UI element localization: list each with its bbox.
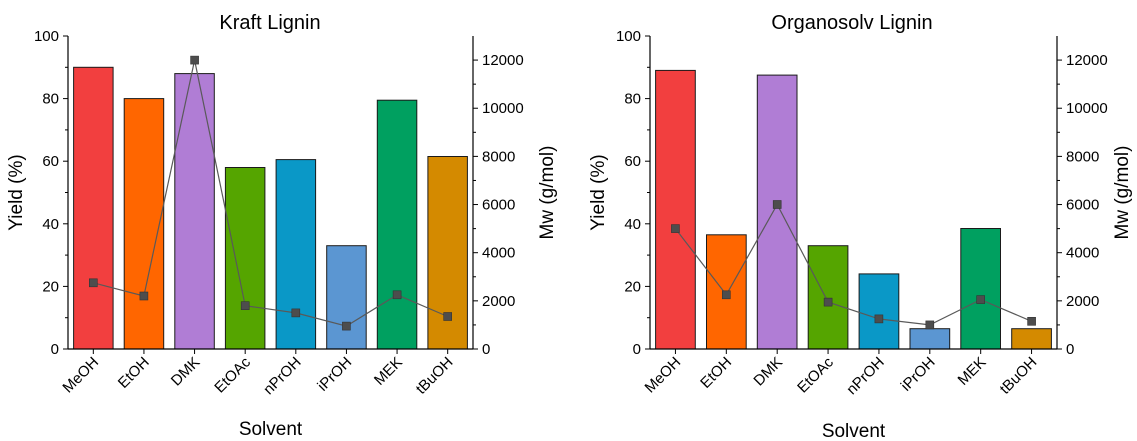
- mw-point-tbuoh: [443, 312, 453, 321]
- y-tick-label: 100: [616, 28, 641, 45]
- x-tick-label: nPrOH: [843, 354, 887, 398]
- y2-tick-label: 10000: [482, 100, 524, 117]
- mw-point-iproh: [342, 321, 351, 331]
- bar-iproh: [326, 245, 367, 350]
- y-tick-label: 60: [42, 153, 59, 170]
- bar-meoh: [655, 69, 696, 350]
- x-tick-label: EtOH: [115, 354, 153, 392]
- y2-tick-label: 4000: [1066, 245, 1099, 262]
- x-tick-label: EtOAc: [211, 353, 254, 396]
- y2-tick-label: 12000: [482, 52, 524, 69]
- mw-point-dmk: [190, 55, 199, 65]
- chart-title: Kraft Lignin: [219, 12, 320, 34]
- y-tick-label: 40: [624, 216, 641, 233]
- bar-dmk: [174, 73, 215, 350]
- x-tick-label: DMK: [168, 354, 204, 390]
- x-tick-label: nPrOH: [260, 354, 304, 398]
- bar-mek: [960, 228, 1001, 350]
- bar-etoac: [224, 167, 266, 350]
- x-tick-label: MeOH: [642, 354, 685, 397]
- y2-tick-label: 6000: [1066, 197, 1099, 214]
- bar-dmk: [756, 74, 798, 350]
- y-axis-title: Yield (%): [6, 154, 27, 230]
- mw-point-nproh: [291, 308, 301, 318]
- mw-point-etoac: [823, 297, 833, 307]
- x-tick-label: tBuOH: [997, 354, 1041, 398]
- mw-point-tbuoh: [1027, 316, 1036, 326]
- x-tick-label: MEK: [371, 354, 406, 389]
- chart-title: Organosolv Lignin: [771, 12, 932, 34]
- bar-etoac: [807, 245, 849, 350]
- bar-etoh: [123, 98, 165, 350]
- x-axis-title: Solvent: [822, 421, 886, 441]
- y-tick-label: 0: [51, 341, 59, 358]
- mw-series-line: [674, 203, 1032, 326]
- y2-axis-title: Mw (g/mol): [537, 146, 558, 240]
- chart-panel-1: 0 20 40 60 80 100 0 2000 4000 6000 8000 10000 12000 M…: [6, 12, 558, 440]
- y-tick-label: 20: [624, 278, 641, 295]
- mw-point-meoh: [671, 224, 680, 233]
- y2-tick-label: 6000: [482, 197, 515, 214]
- y-tick-label: 80: [624, 91, 641, 108]
- x-tick-label: iPrOH: [314, 354, 355, 395]
- y2-tick-label: 4000: [482, 245, 515, 262]
- mw-point-etoac: [240, 301, 250, 311]
- bar-meoh: [73, 66, 114, 350]
- y-tick-label: 20: [42, 278, 59, 295]
- x-tick-label: MeOH: [59, 354, 102, 397]
- bar-mek: [376, 99, 418, 350]
- y2-tick-label: 8000: [482, 148, 515, 165]
- bar-nproh: [858, 273, 900, 350]
- x-axis-title: Solvent: [239, 419, 303, 440]
- y-tick-label: 0: [633, 341, 641, 358]
- bar-tbuoh: [1011, 328, 1052, 350]
- bar-iproh: [909, 328, 951, 350]
- chart-panel-2: 0 20 40 60 80 100 0 2000 4000 6000 8000 10000 12000 M…: [588, 12, 1133, 441]
- y-tick-label: 60: [624, 153, 641, 170]
- y-tick-label: 100: [34, 28, 59, 45]
- x-tick-label: iPrOH: [898, 354, 939, 395]
- y2-tick-label: 2000: [1066, 293, 1099, 310]
- mw-series-line: [93, 59, 448, 327]
- mw-point-meoh: [89, 278, 98, 288]
- mw-point-nproh: [874, 314, 884, 324]
- y2-tick-label: 0: [1066, 341, 1074, 358]
- mw-point-etoh: [139, 291, 149, 301]
- y2-tick-label: 10000: [1066, 100, 1108, 117]
- x-tick-label: MEK: [955, 354, 990, 389]
- mw-point-mek: [392, 290, 402, 300]
- bar-nproh: [275, 159, 317, 350]
- mw-point-iproh: [925, 320, 935, 330]
- y-tick-label: 40: [42, 216, 59, 233]
- x-tick-label: tBuOH: [413, 354, 457, 398]
- y-axis-title: Yield (%): [588, 154, 609, 230]
- y-tick-label: 80: [42, 91, 59, 108]
- mw-point-dmk: [772, 200, 782, 209]
- x-tick-label: EtOAc: [794, 353, 837, 396]
- y2-tick-label: 2000: [482, 293, 515, 310]
- x-tick-label: EtOH: [697, 354, 735, 392]
- y2-tick-label: 0: [482, 341, 490, 358]
- y2-tick-label: 8000: [1066, 148, 1099, 165]
- y2-axis-title: Mw (g/mol): [1112, 146, 1133, 240]
- mw-point-mek: [976, 295, 986, 304]
- y2-tick-label: 12000: [1066, 52, 1108, 69]
- mw-point-etoh: [721, 290, 731, 300]
- x-tick-label: DMK: [750, 354, 786, 390]
